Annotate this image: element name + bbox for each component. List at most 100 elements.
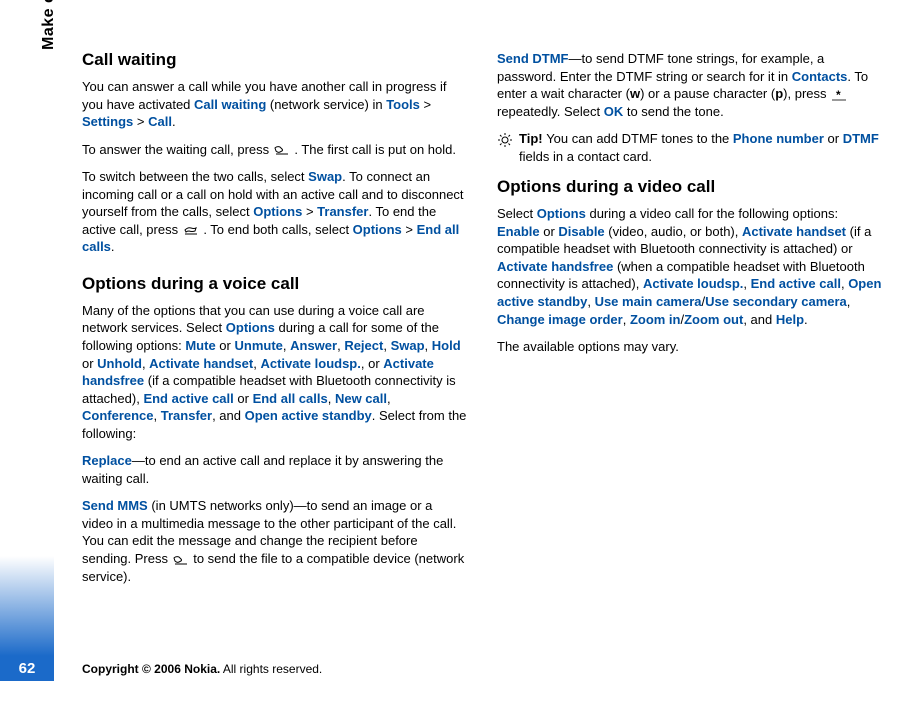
sep: or	[216, 338, 235, 353]
heading-options-voice: Options during a voice call	[82, 274, 467, 294]
txt: (network service) in	[266, 97, 386, 112]
para-ovid-last: The available options may vary.	[497, 338, 882, 356]
bold-w: w	[630, 86, 640, 101]
star-key-icon: *	[830, 89, 848, 101]
sep: ,	[383, 338, 390, 353]
link-replace: Replace	[82, 453, 132, 468]
txt: Select	[497, 206, 537, 221]
side-tab-text: Make calls	[40, 0, 57, 50]
sep: ,	[743, 276, 750, 291]
sep: or	[540, 224, 559, 239]
link-dtmf: DTMF	[843, 131, 879, 146]
link-zoom-out: Zoom out	[684, 312, 743, 327]
heading-options-video: Options during a video call	[497, 177, 882, 197]
link-settings: Settings	[82, 114, 133, 129]
sep: , and	[212, 408, 245, 423]
link-options: Options	[253, 204, 302, 219]
sep: >	[402, 222, 417, 237]
link-end-all: End all calls	[253, 391, 328, 406]
txt: during a video call for the following op…	[586, 206, 838, 221]
link-conference: Conference	[82, 408, 154, 423]
link-act-loudsp: Activate loudsp.	[643, 276, 743, 291]
link-new-call: New call	[335, 391, 387, 406]
link-act-loudsp: Activate loudsp.	[260, 356, 360, 371]
link-answer: Answer	[290, 338, 337, 353]
link-change-order: Change image order	[497, 312, 623, 327]
para-cw-3: To switch between the two calls, select …	[82, 168, 467, 256]
link-help: Help	[776, 312, 804, 327]
link-phone-number: Phone number	[733, 131, 824, 146]
link-open-standby: Open active standby	[245, 408, 372, 423]
sep: or	[368, 356, 383, 371]
call-key-icon	[172, 554, 190, 566]
txt: to send the tone.	[623, 104, 723, 119]
end-key-icon	[182, 224, 200, 236]
para-cw-2: To answer the waiting call, press . The …	[82, 141, 467, 159]
para-send-mms: Send MMS (in UMTS networks only)—to send…	[82, 497, 467, 585]
para-ov-1: Many of the options that you can use dur…	[82, 302, 467, 442]
link-send-dtmf: Send DTMF	[497, 51, 569, 66]
link-zoom-in: Zoom in	[630, 312, 681, 327]
link-enable: Enable	[497, 224, 540, 239]
side-tab: Make calls	[40, 0, 58, 50]
sep: ,	[387, 391, 391, 406]
txt: To answer the waiting call, press	[82, 142, 273, 157]
txt: or	[824, 131, 843, 146]
link-end-active: End active call	[751, 276, 841, 291]
txt: fields in a contact card.	[519, 149, 652, 164]
para-cw-1: You can answer a call while you have ano…	[82, 78, 467, 131]
txt: . The first call is put on hold.	[291, 142, 456, 157]
link-act-handset: Activate handset	[149, 356, 253, 371]
sep: ,	[587, 294, 594, 309]
link-options: Options	[226, 320, 275, 335]
sep: >	[133, 114, 148, 129]
link-end-active: End active call	[143, 391, 233, 406]
link-transfer: Transfer	[317, 204, 368, 219]
footer-bold: Copyright © 2006 Nokia.	[82, 662, 220, 676]
sep: .	[172, 114, 176, 129]
sep: ,	[328, 391, 335, 406]
txt: —to end an active call and replace it by…	[82, 453, 443, 486]
link-send-mms: Send MMS	[82, 498, 148, 513]
para-replace: Replace—to end an active call and replac…	[82, 452, 467, 487]
link-call: Call	[148, 114, 172, 129]
link-call-waiting: Call waiting	[194, 97, 266, 112]
link-disable: Disable	[558, 224, 604, 239]
link-hold: Hold	[432, 338, 461, 353]
link-contacts: Contacts	[792, 69, 848, 84]
footer-rest: All rights reserved.	[220, 662, 322, 676]
txt: repeatedly. Select	[497, 104, 604, 119]
link-act-handsfree: Activate handsfree	[497, 259, 613, 274]
sep: or	[82, 356, 97, 371]
footer: Copyright © 2006 Nokia. All rights reser…	[82, 662, 322, 676]
link-ok: OK	[604, 104, 624, 119]
heading-call-waiting: Call waiting	[82, 50, 467, 70]
link-use-sec: Use secondary camera	[705, 294, 847, 309]
tip-icon	[497, 132, 513, 148]
link-tools: Tools	[386, 97, 420, 112]
tip-label: Tip!	[519, 131, 546, 146]
sep: >	[302, 204, 317, 219]
sep: or	[234, 391, 253, 406]
link-options: Options	[353, 222, 402, 237]
sep: ,	[847, 294, 851, 309]
txt: . To end both calls, select	[200, 222, 353, 237]
sep: ,	[623, 312, 630, 327]
sep: .	[804, 312, 808, 327]
side-gradient	[0, 556, 54, 656]
link-swap: Swap	[308, 169, 342, 184]
link-reject: Reject	[344, 338, 383, 353]
page-content: Call waiting You can answer a call while…	[82, 50, 882, 630]
page-number: 62	[0, 656, 54, 681]
txt: To switch between the two calls, select	[82, 169, 308, 184]
sep: ,	[154, 408, 161, 423]
call-key-icon	[273, 144, 291, 156]
link-mute: Mute	[185, 338, 215, 353]
svg-text:*: *	[836, 89, 841, 101]
para-send-dtmf: Send DTMF—to send DTMF tone strings, for…	[497, 50, 882, 120]
link-transfer: Transfer	[161, 408, 212, 423]
link-options: Options	[537, 206, 586, 221]
link-act-handset: Activate handset	[742, 224, 846, 239]
link-unmute: Unmute	[234, 338, 282, 353]
sep: >	[420, 97, 431, 112]
